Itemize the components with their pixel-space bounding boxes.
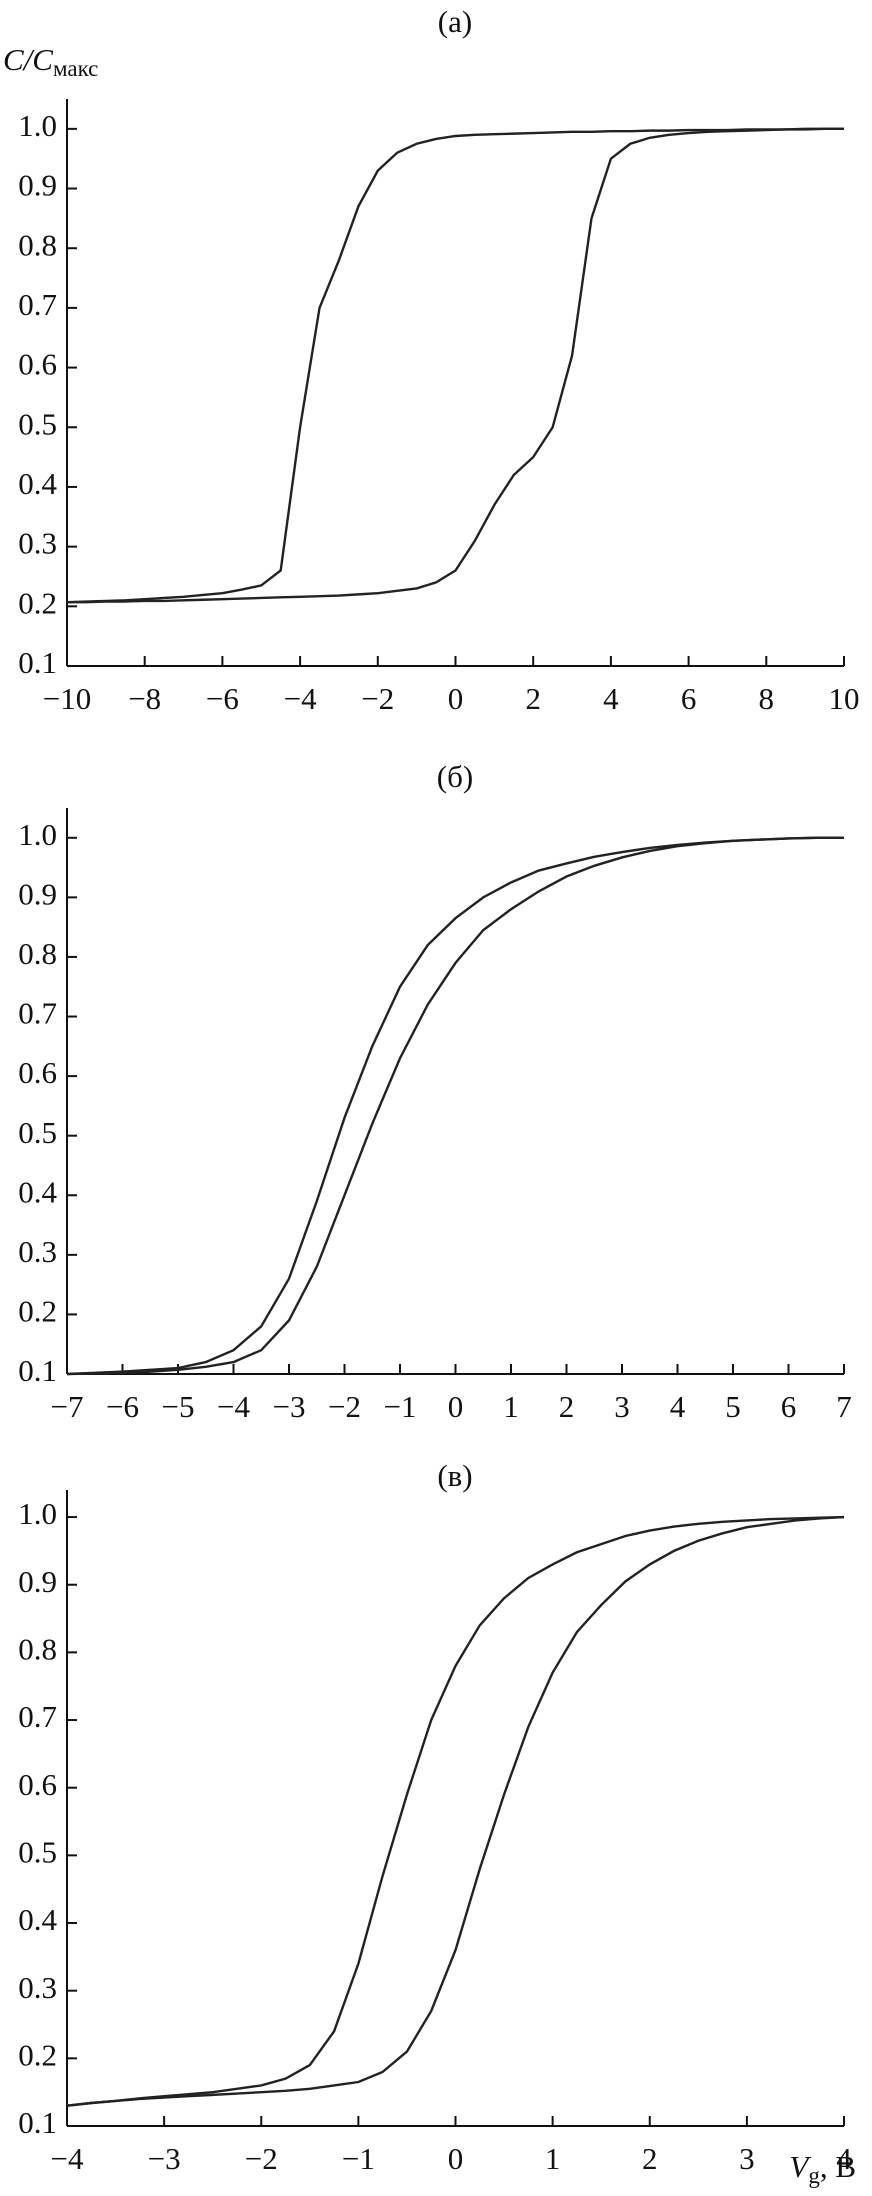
- x-tick-label: 0: [448, 681, 464, 716]
- x-tick-label: −3: [273, 1389, 306, 1424]
- panel-title: (а): [438, 4, 472, 39]
- x-tick-label: 4: [603, 681, 619, 716]
- x-tick-label: 0: [448, 2141, 464, 2176]
- x-tick-label: 0: [448, 1389, 464, 1424]
- x-label-unit: , В: [820, 2149, 856, 2184]
- panel-title: (в): [437, 1458, 472, 1493]
- y-tick-label: 0.9: [18, 168, 57, 203]
- x-tick-label: 1: [503, 1389, 519, 1424]
- x-tick-label: 8: [759, 681, 775, 716]
- x-tick-label: −2: [361, 681, 394, 716]
- y-tick-label: 0.2: [18, 585, 57, 620]
- y-tick-label: 1.0: [18, 1496, 57, 1531]
- x-tick-label: −4: [284, 681, 317, 716]
- y-tick-label: 0.8: [18, 227, 57, 262]
- curve: [66, 1515, 845, 2107]
- x-tick-label: −1: [342, 2141, 375, 2176]
- y-tick-label: 0.7: [18, 1699, 57, 1734]
- x-tick-label: 2: [642, 2141, 658, 2176]
- x-tick-label: 4: [836, 2141, 852, 2176]
- y-tick-label: 0.7: [18, 996, 57, 1031]
- y-tick-label: 0.7: [18, 287, 57, 322]
- curve: [66, 836, 844, 1376]
- y-tick-label: 0.8: [18, 1631, 57, 1666]
- x-tick-label: −6: [106, 1389, 139, 1424]
- y-tick-label: 0.3: [18, 526, 57, 561]
- y-tick-label: 0.4: [18, 1902, 57, 1937]
- x-tick-label: 6: [681, 681, 697, 716]
- x-label-sub: g: [808, 2163, 820, 2188]
- panel-title: (б): [437, 759, 473, 794]
- y-tick-label: 1.0: [18, 108, 57, 143]
- y-tick-label: 0.2: [18, 1294, 57, 1329]
- y-tick-label: 0.9: [18, 1564, 57, 1599]
- x-tick-label: −4: [217, 1389, 250, 1424]
- y-tick-label: 0.5: [18, 1834, 57, 1869]
- x-tick-label: 6: [781, 1389, 797, 1424]
- curve: [66, 127, 844, 604]
- y-tick-label: 0.5: [18, 1115, 57, 1150]
- x-tick-label: 7: [836, 1389, 852, 1424]
- x-tick-label: −5: [162, 1389, 195, 1424]
- y-tick-label: 0.4: [18, 1174, 57, 1209]
- x-tick-label: 4: [670, 1389, 686, 1424]
- y-axis-label: C/Cмакс: [3, 42, 98, 81]
- y-label-sub: макс: [53, 56, 98, 81]
- y-tick-label: 0.3: [18, 1970, 57, 2005]
- y-tick-label: 0.6: [18, 347, 57, 382]
- x-tick-label: −2: [245, 2141, 278, 2176]
- y-tick-label: 0.1: [18, 2105, 57, 2140]
- x-tick-label: −10: [43, 681, 91, 716]
- y-tick-label: 0.2: [18, 2037, 57, 2072]
- curve: [67, 127, 844, 604]
- y-tick-label: 0.4: [18, 466, 57, 501]
- x-tick-label: −6: [206, 681, 239, 716]
- y-tick-label: 0.9: [18, 876, 57, 911]
- x-tick-label: 2: [525, 681, 541, 716]
- x-tick-label: 5: [725, 1389, 741, 1424]
- x-tick-label: −4: [51, 2141, 84, 2176]
- curve: [66, 1515, 845, 2107]
- y-tick-label: 0.3: [18, 1234, 57, 1269]
- x-tick-label: 3: [614, 1389, 630, 1424]
- curve: [66, 836, 844, 1376]
- x-axis-label: Vg, В: [789, 2149, 856, 2188]
- y-tick-label: 0.6: [18, 1767, 57, 1802]
- y-tick-label: 0.8: [18, 936, 57, 971]
- y-tick-label: 0.1: [18, 1353, 57, 1388]
- y-tick-label: 1.0: [18, 817, 57, 852]
- x-tick-label: 2: [559, 1389, 575, 1424]
- y-label-main: C/C: [3, 42, 53, 77]
- y-tick-label: 0.5: [18, 406, 57, 441]
- x-tick-label: −2: [328, 1389, 361, 1424]
- x-tick-label: −1: [384, 1389, 417, 1424]
- x-tick-label: 1: [545, 2141, 561, 2176]
- x-tick-label: −3: [148, 2141, 181, 2176]
- x-tick-label: −8: [128, 681, 161, 716]
- x-tick-label: 10: [829, 681, 860, 716]
- x-tick-label: 3: [739, 2141, 755, 2176]
- x-tick-label: −7: [51, 1389, 84, 1424]
- y-tick-label: 0.6: [18, 1055, 57, 1090]
- x-label-main: V: [789, 2149, 811, 2184]
- y-tick-label: 0.1: [18, 645, 57, 680]
